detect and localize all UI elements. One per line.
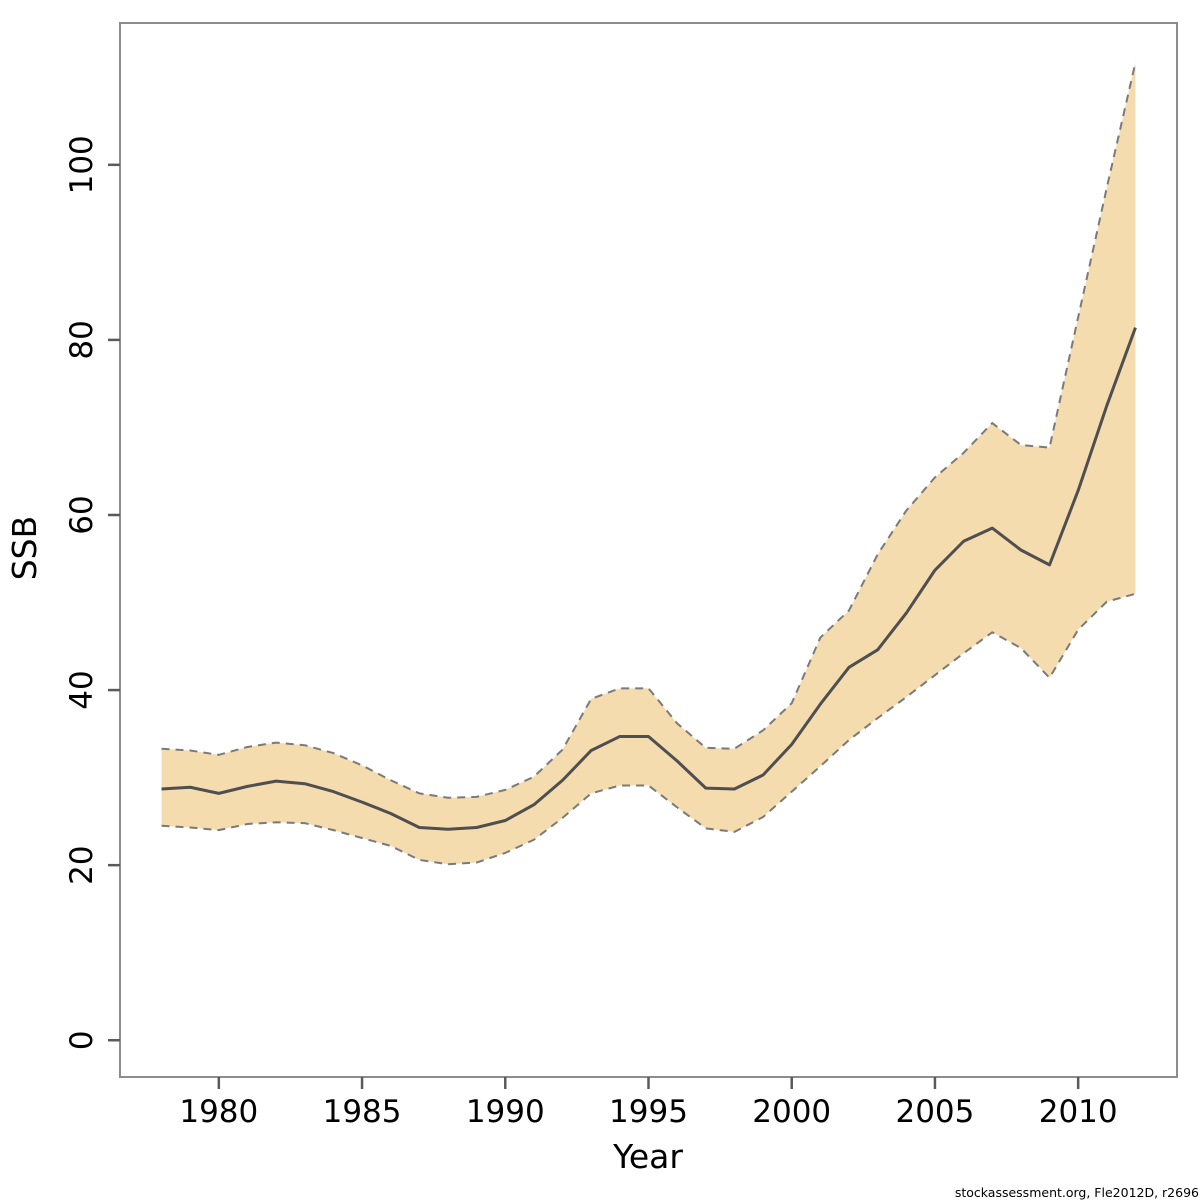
y-tick-label: 60 [64,495,100,534]
confidence-band-layer [161,62,1136,865]
ssb-estimate-line [161,327,1137,831]
y-tick-label: 80 [64,320,100,359]
x-tick-label: 1985 [323,1094,402,1130]
y-tick-label: 40 [64,670,100,709]
x-axis-title: Year [612,1137,683,1176]
y-tick-label: 20 [64,845,100,884]
x-tick-label: 2010 [1039,1094,1118,1130]
confidence-band [161,62,1136,865]
series-lines-layer [161,62,1137,866]
x-tick-label: 1995 [609,1094,688,1130]
x-tick-label: 2000 [752,1094,831,1130]
y-axis-title: SSB [5,516,44,581]
y-tick-label: 0 [64,1030,100,1050]
x-tick-label: 2005 [895,1094,974,1130]
x-tick-label: 1980 [179,1094,258,1130]
footer-credit: stockassessment.org, Fle2012D, r2696 [955,1185,1199,1200]
x-tick-label: 1990 [466,1094,545,1130]
axis-ticks-layer: 1980 1985 1990 1995 2000 2005 2010 0 20 40 60 80 100 [64,135,1118,1130]
y-tick-label: 100 [64,135,100,194]
confidence-bound-line [161,62,1137,799]
